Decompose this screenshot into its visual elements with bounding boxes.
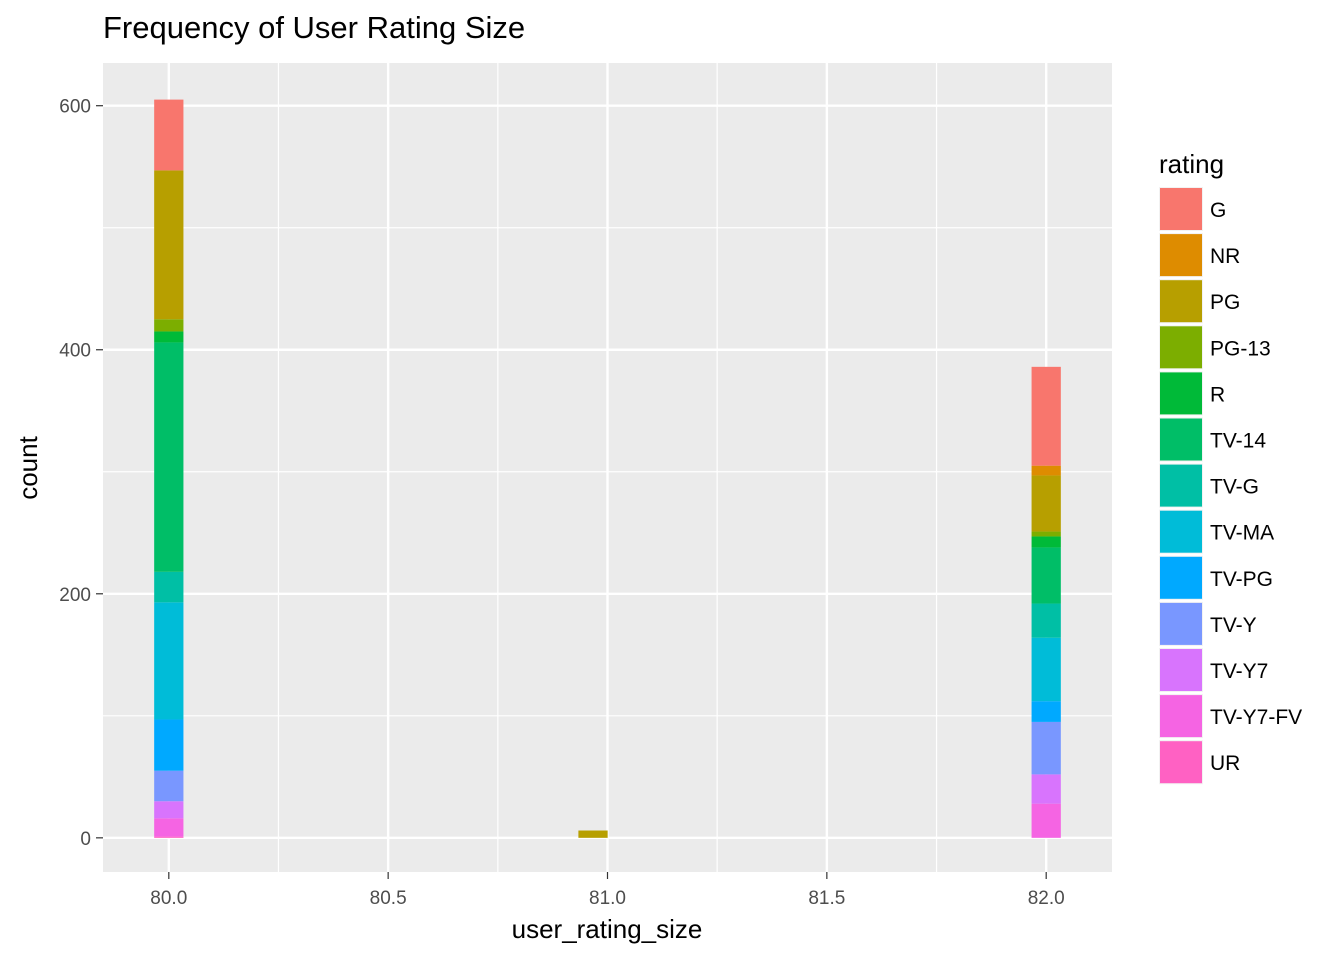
bar-segment-g — [1031, 366, 1061, 466]
legend-swatch-pg — [1160, 280, 1202, 323]
bar-segment-g — [154, 99, 184, 171]
legend-swatch-tv-14 — [1160, 418, 1202, 461]
bar-segment-tv-pg — [154, 719, 184, 771]
bar-segment-tv-14 — [154, 342, 184, 572]
legend-swatch-r — [1160, 372, 1202, 415]
legend-swatch-tv-y — [1160, 602, 1202, 645]
legend-label: TV-Y7-FV — [1210, 706, 1302, 729]
legend-swatch-tv-ma — [1160, 510, 1202, 553]
bar-segment-r — [154, 331, 184, 343]
legend-swatch-g — [1160, 188, 1202, 230]
legend-label: TV-14 — [1210, 430, 1266, 453]
x-axis: 80.0 80.5 81.0 81.5 82.0 — [150, 872, 1065, 909]
x-tick-label: 80.5 — [370, 888, 407, 909]
legend-label: TV-Y — [1210, 614, 1257, 637]
y-tick-label: 0 — [80, 829, 91, 850]
bar-segment-pg-13 — [1031, 531, 1061, 537]
bar-segment-tv-y7 — [1031, 774, 1061, 804]
bar-segment-pg — [154, 170, 184, 320]
legend-swatch-tv-y7-fv — [1160, 695, 1202, 738]
legend-swatch-nr — [1160, 234, 1202, 277]
legend-label: G — [1210, 199, 1226, 222]
bar-segment-tv-14 — [1031, 547, 1061, 604]
x-axis-title: user_rating_size — [512, 914, 703, 944]
legend: G NR PG PG-13 R TV-14 TV-G TV-MA TV-PG TV-Y TV-Y7 T… — [1159, 187, 1302, 785]
chart-title: Frequency of User Rating Size — [103, 10, 525, 45]
y-tick-label: 200 — [59, 585, 91, 606]
legend-swatch-tv-y7 — [1160, 649, 1202, 691]
x-tick-label: 80.0 — [150, 888, 187, 909]
bar-segment-pg — [1031, 475, 1061, 532]
legend-label: PG-13 — [1210, 337, 1271, 360]
bar-segment-tv-y — [154, 770, 184, 802]
x-tick-label: 81.0 — [589, 888, 626, 909]
legend-swatch-tv-pg — [1160, 556, 1202, 599]
x-tick-label: 81.5 — [808, 888, 845, 909]
legend-label: NR — [1210, 245, 1240, 268]
legend-title: rating — [1159, 149, 1224, 179]
legend-label: TV-PG — [1210, 568, 1273, 591]
legend-label: TV-Y7 — [1210, 660, 1268, 683]
legend-label: UR — [1210, 752, 1240, 775]
bar-segment-tv-g — [1031, 603, 1061, 638]
bar-segment-nr — [1031, 465, 1061, 476]
bar-segment-tv-ma — [154, 602, 184, 720]
x-tick-label: 82.0 — [1028, 888, 1065, 909]
bar-segment-tv-g — [154, 571, 184, 603]
y-tick-label: 400 — [59, 341, 91, 362]
legend-swatch-ur — [1160, 741, 1202, 784]
bar-segment-tv-y — [1031, 721, 1061, 775]
bar-segment-tv-ma — [1031, 637, 1061, 702]
y-axis-title: count — [13, 435, 43, 499]
legend-swatch-tv-g — [1160, 464, 1202, 507]
legend-label: R — [1210, 383, 1225, 406]
legend-label: PG — [1210, 291, 1240, 314]
bar-segment-ur — [154, 836, 184, 838]
bars — [154, 99, 1061, 838]
bar-segment-pg — [578, 830, 608, 838]
bar-segment-tv-y7-fv — [1031, 803, 1061, 838]
bar-segment-tv-pg — [1031, 701, 1061, 722]
legend-swatch-pg-13 — [1160, 326, 1202, 369]
bar-segment-pg-13 — [154, 319, 184, 332]
bar-segment-tv-y7 — [154, 801, 184, 819]
legend-label: TV-G — [1210, 476, 1259, 499]
bar-segment-tv-y7-fv — [154, 818, 184, 837]
bar-segment-r — [1031, 536, 1061, 548]
legend-label: TV-MA — [1210, 522, 1274, 545]
y-tick-label: 600 — [59, 97, 91, 118]
y-axis: 0 200 400 600 — [59, 97, 103, 850]
